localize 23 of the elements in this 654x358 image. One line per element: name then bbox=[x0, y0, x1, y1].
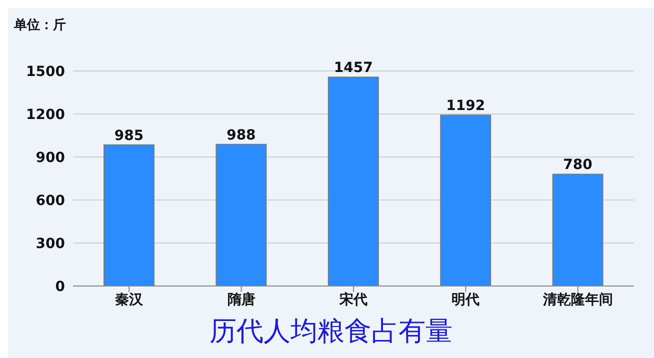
data-label: 985 bbox=[114, 128, 144, 144]
x-tick-label: 隋唐 bbox=[227, 290, 256, 308]
data-label: 780 bbox=[563, 157, 593, 174]
y-tick-label: 0 bbox=[55, 278, 66, 295]
y-tick-label: 1200 bbox=[26, 106, 66, 123]
y-tick-label: 1500 bbox=[26, 64, 66, 80]
x-tick-label: 宋代 bbox=[338, 290, 368, 308]
x-tick-label: 清乾隆年间 bbox=[542, 292, 613, 308]
y-tick-label: 600 bbox=[36, 192, 66, 209]
bar bbox=[104, 144, 154, 286]
x-tick-label: 秦汉 bbox=[115, 292, 144, 308]
data-label: 988 bbox=[226, 127, 256, 144]
x-tick-label: 明代 bbox=[452, 292, 480, 308]
bar bbox=[328, 76, 379, 286]
text: 历代人均粮食占有量 bbox=[208, 315, 454, 349]
bar bbox=[440, 114, 492, 286]
y-tick-label: 900 bbox=[36, 150, 66, 166]
y-axis-title: 单位：斤 bbox=[14, 16, 66, 34]
data-label: 1457 bbox=[334, 60, 373, 76]
y-tick-label: 300 bbox=[36, 236, 66, 252]
bar bbox=[552, 174, 604, 286]
bar bbox=[216, 144, 267, 286]
data-label: 1192 bbox=[446, 98, 486, 114]
